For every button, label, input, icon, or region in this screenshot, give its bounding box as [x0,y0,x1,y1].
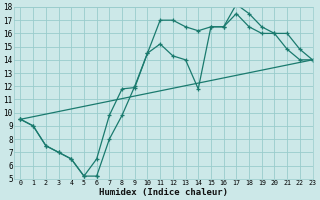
X-axis label: Humidex (Indice chaleur): Humidex (Indice chaleur) [99,188,228,197]
